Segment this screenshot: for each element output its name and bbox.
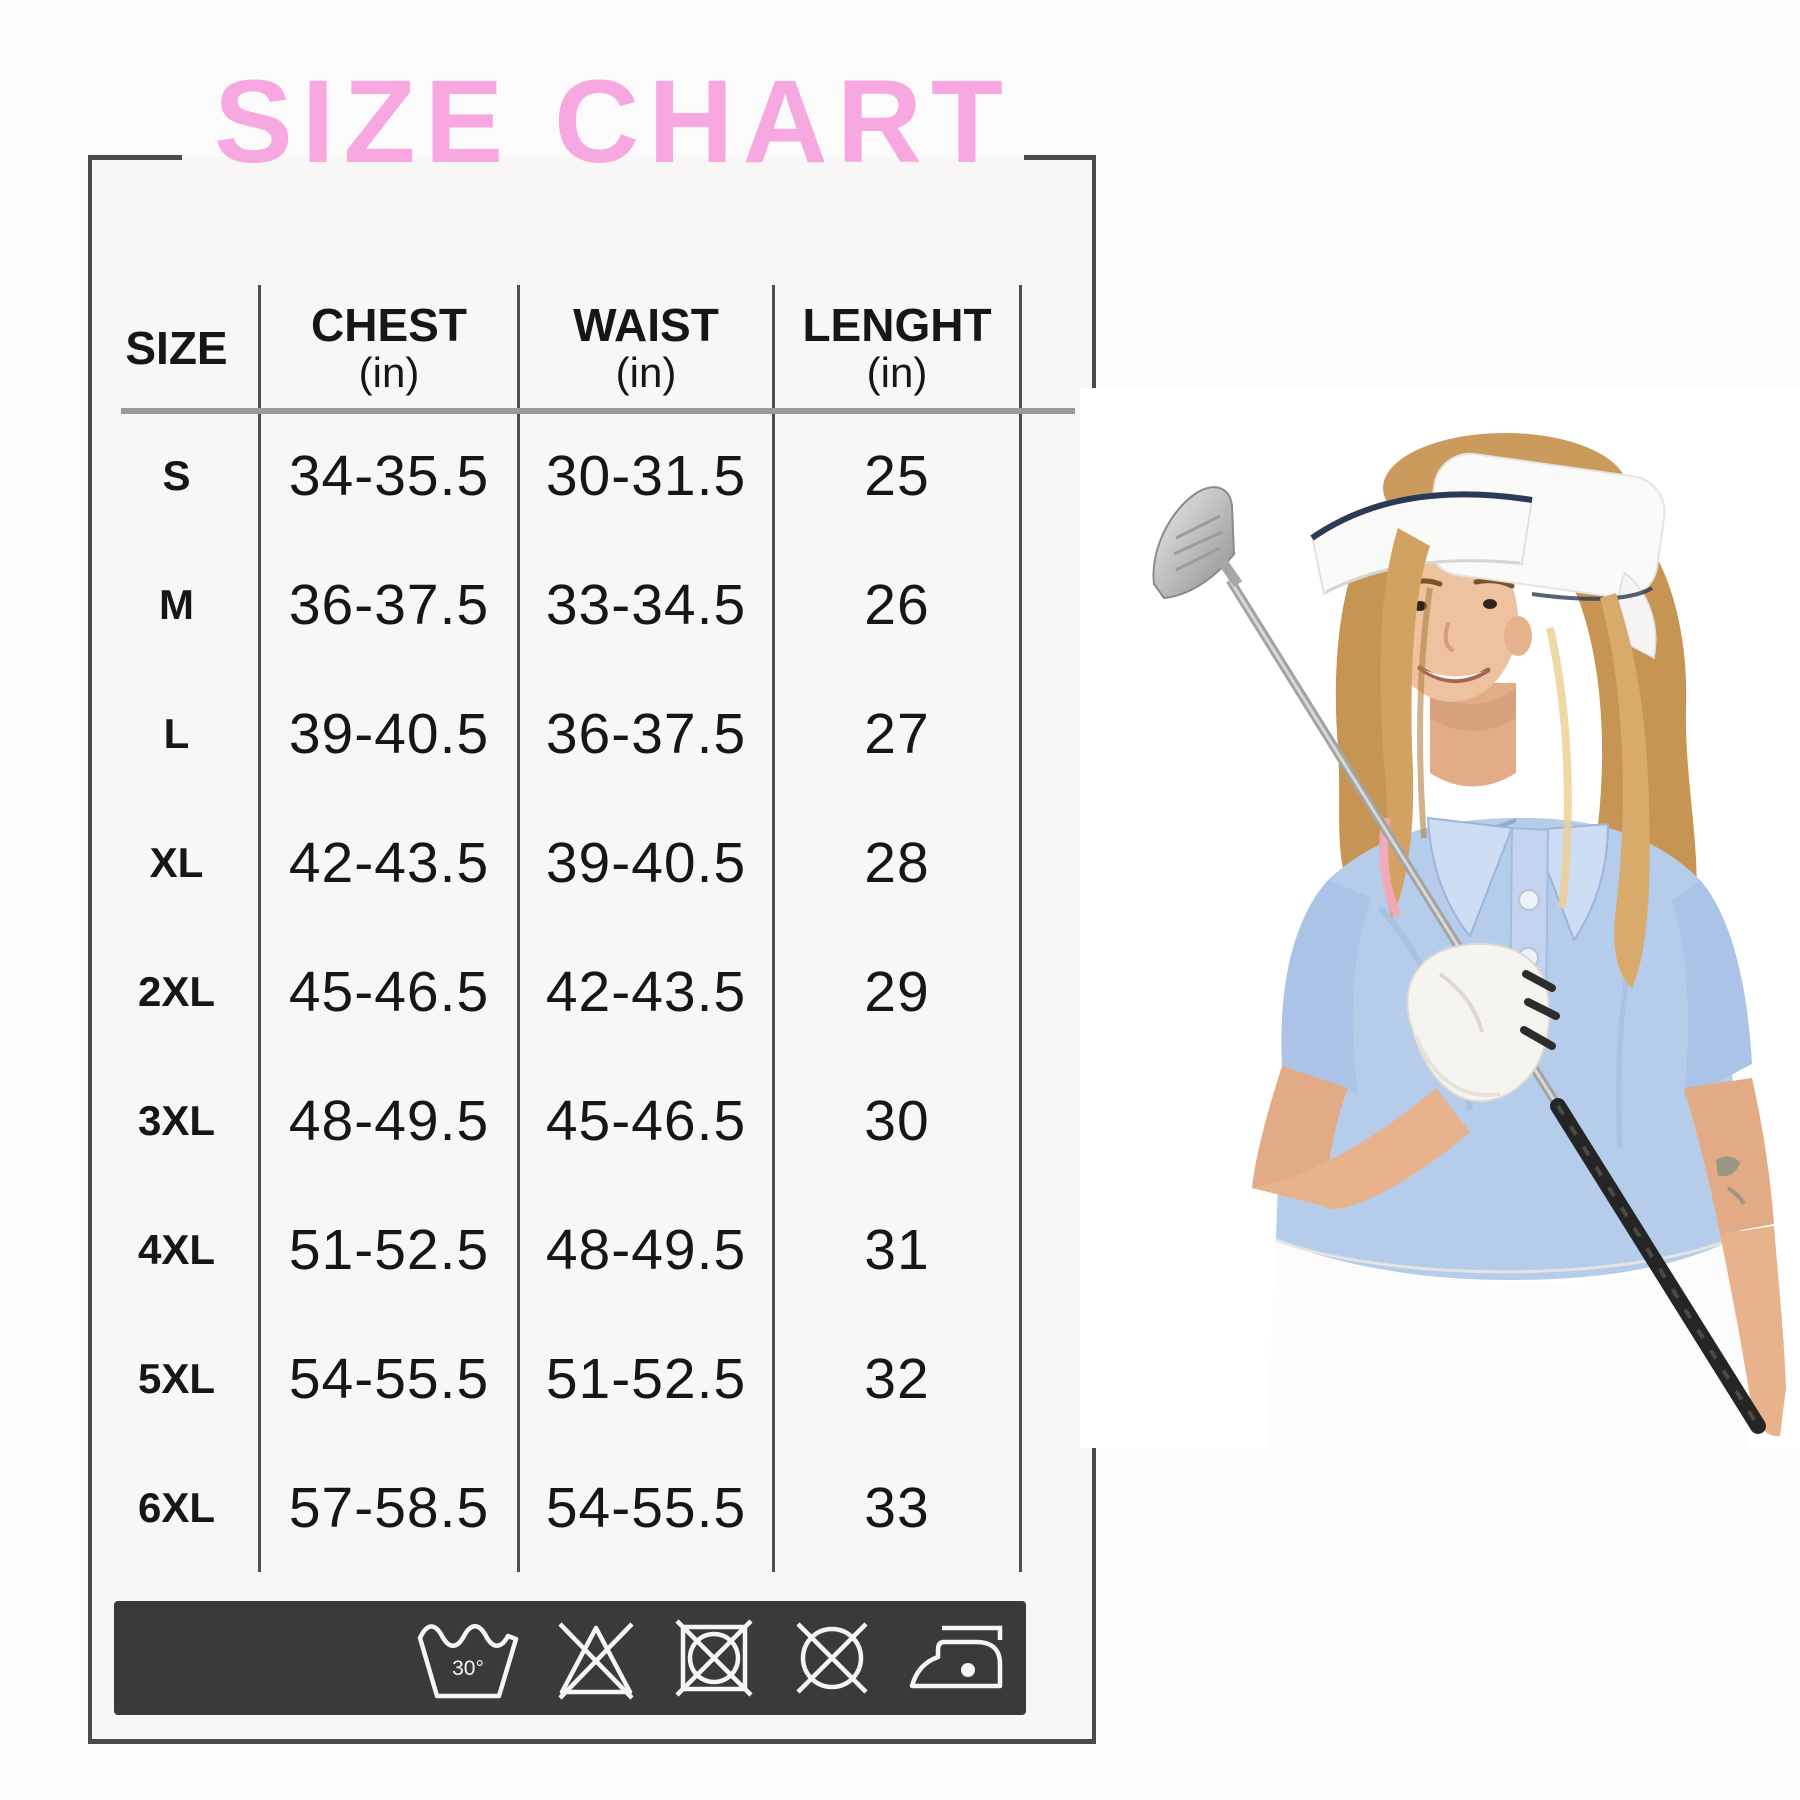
- chest-cell: 51-52.5: [261, 1185, 520, 1314]
- iron-dot: [961, 1663, 975, 1677]
- size-cell: 5XL: [95, 1314, 261, 1443]
- iron-one-dot-icon: [909, 1625, 1003, 1689]
- right-arm: [1684, 1078, 1786, 1437]
- waist-cell: 48-49.5: [520, 1185, 775, 1314]
- waist-cell: 33-34.5: [520, 540, 775, 669]
- care-instructions-bar: 30°: [114, 1601, 1026, 1715]
- header-label: LENGHT: [802, 298, 992, 351]
- wash-temp-label: 30°: [452, 1657, 484, 1680]
- chest-cell: 42-43.5: [261, 798, 520, 927]
- size-cell: 6XL: [95, 1443, 261, 1572]
- machine-wash-30-icon: 30°: [417, 1624, 519, 1699]
- tattoo: [1716, 1156, 1740, 1177]
- length-cell: 30: [775, 1056, 1022, 1185]
- header-unit: (in): [866, 348, 928, 396]
- length-cell: 32: [775, 1314, 1022, 1443]
- header-size: SIZE: [95, 285, 261, 411]
- table-frame: [88, 157, 1096, 1744]
- header-label: SIZE: [125, 321, 228, 374]
- waist-cell: 45-46.5: [520, 1056, 775, 1185]
- header-unit: (in): [358, 348, 420, 396]
- header-waist: WAIST (in): [520, 285, 775, 411]
- size-cell: XL: [95, 798, 261, 927]
- header-chest: CHEST (in): [261, 285, 520, 411]
- waist-cell: 39-40.5: [520, 798, 775, 927]
- waist-cell: 42-43.5: [520, 927, 775, 1056]
- waist-cell: 30-31.5: [520, 411, 775, 540]
- size-cell: M: [95, 540, 261, 669]
- polo-button: [1518, 889, 1540, 911]
- length-cell: 29: [775, 927, 1022, 1056]
- length-cell: 31: [775, 1185, 1022, 1314]
- do-not-dry-clean-icon: [796, 1622, 868, 1694]
- chest-cell: 34-35.5: [261, 411, 520, 540]
- size-cell: 4XL: [95, 1185, 261, 1314]
- club-head: [1152, 486, 1243, 600]
- page-title: SIZE CHART: [214, 56, 1012, 188]
- header-divider-line: [121, 408, 1075, 414]
- product-photo: [1080, 388, 1800, 1448]
- skirt: [1266, 1234, 1748, 1448]
- left-arm: [1252, 1066, 1470, 1210]
- chest-cell: 36-37.5: [261, 540, 520, 669]
- visor-trim: [1310, 491, 1533, 541]
- size-cell: S: [95, 411, 261, 540]
- frame-top-left-segment: [88, 155, 182, 160]
- do-not-bleach-icon: [558, 1622, 634, 1700]
- length-cell: 25: [775, 411, 1022, 540]
- hair-front-strands: [1379, 528, 1650, 988]
- header-label: CHEST: [311, 298, 467, 351]
- length-cell: 26: [775, 540, 1022, 669]
- header-unit: (in): [615, 348, 677, 396]
- length-cell: 27: [775, 669, 1022, 798]
- chest-cell: 48-49.5: [261, 1056, 520, 1185]
- waist-cell: 36-37.5: [520, 669, 775, 798]
- chest-cell: 45-46.5: [261, 927, 520, 1056]
- header-label: WAIST: [573, 298, 719, 351]
- golf-glove: [1406, 942, 1560, 1103]
- waist-cell: 54-55.5: [520, 1443, 775, 1572]
- chest-cell: 54-55.5: [261, 1314, 520, 1443]
- waist-cell: 51-52.5: [520, 1314, 775, 1443]
- length-cell: 28: [775, 798, 1022, 927]
- header-length: LENGHT (in): [775, 285, 1022, 411]
- size-cell: L: [95, 669, 261, 798]
- do-not-tumble-dry-icon: [675, 1619, 753, 1697]
- size-cell: 2XL: [95, 927, 261, 1056]
- ear: [1504, 616, 1532, 656]
- size-cell: 3XL: [95, 1056, 261, 1185]
- size-table: SIZE CHEST (in) WAIST (in) LENGHT (in) S…: [95, 285, 1022, 1572]
- chest-cell: 39-40.5: [261, 669, 520, 798]
- chest-cell: 57-58.5: [261, 1443, 520, 1572]
- frame-top-right-segment: [1024, 155, 1096, 160]
- length-cell: 33: [775, 1443, 1022, 1572]
